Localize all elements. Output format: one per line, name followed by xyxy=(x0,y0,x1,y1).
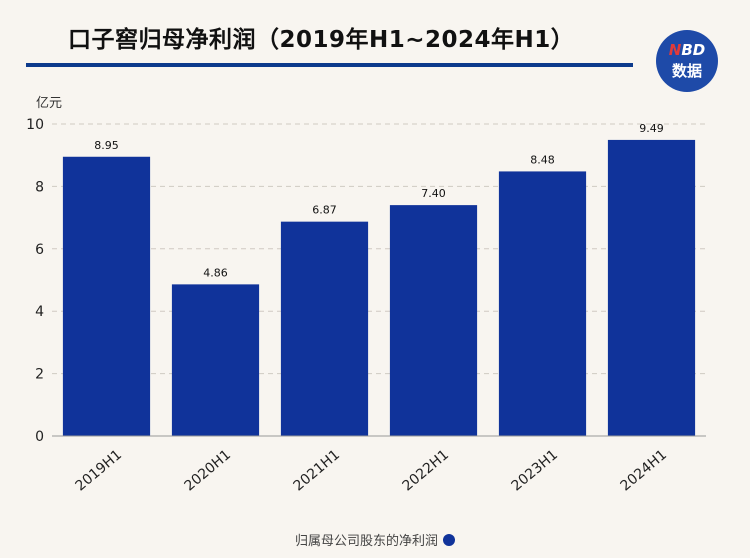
value-label: 8.48 xyxy=(530,153,555,166)
legend-label: 归属母公司股东的净利润 xyxy=(294,534,438,549)
title-underline xyxy=(26,63,633,67)
x-axis-ticks: 2019H1 2020H1 2021H1 2022H1 2023H1 2024H1 xyxy=(73,447,670,495)
y-tick-label: 10 xyxy=(26,117,44,133)
y-axis-unit-label: 亿元 xyxy=(36,96,63,111)
bar xyxy=(280,221,369,436)
x-tick-label: 2020H1 xyxy=(182,447,234,495)
bar xyxy=(389,205,478,436)
bar xyxy=(607,139,696,437)
gridlines xyxy=(52,123,706,375)
value-label: 7.40 xyxy=(421,187,446,200)
bar xyxy=(171,284,260,436)
legend: 归属母公司股东的净利润 xyxy=(0,530,750,549)
x-tick-label: 2022H1 xyxy=(400,447,452,495)
x-tick-label: 2019H1 xyxy=(73,447,125,495)
x-tick-label: 2023H1 xyxy=(509,447,561,495)
legend-swatch xyxy=(443,534,455,546)
y-tick-label: 6 xyxy=(35,242,44,258)
x-tick-label: 2021H1 xyxy=(291,447,343,495)
y-tick-label: 2 xyxy=(35,367,44,383)
y-tick-label: 0 xyxy=(35,429,44,445)
value-labels: 8.95 4.86 6.87 7.40 8.48 9.49 xyxy=(94,122,664,279)
y-tick-label: 4 xyxy=(35,304,44,320)
bars xyxy=(62,139,696,437)
value-label: 4.86 xyxy=(203,266,228,279)
bar xyxy=(62,156,151,436)
logo-text-bottom: 数据 xyxy=(671,62,702,80)
value-label: 9.49 xyxy=(639,122,664,135)
nbd-logo: NBD 数据 xyxy=(656,30,718,92)
y-axis-ticks: 0 2 4 6 8 10 xyxy=(26,117,44,445)
value-label: 8.95 xyxy=(94,139,119,152)
logo-text-top: NBD xyxy=(668,41,706,59)
x-tick-label: 2024H1 xyxy=(618,447,670,495)
bar xyxy=(498,171,587,436)
value-label: 6.87 xyxy=(312,204,337,217)
y-tick-label: 8 xyxy=(35,179,44,195)
chart-title: 口子窖归母净利润（2019年H1~2024年H1） xyxy=(68,27,575,53)
